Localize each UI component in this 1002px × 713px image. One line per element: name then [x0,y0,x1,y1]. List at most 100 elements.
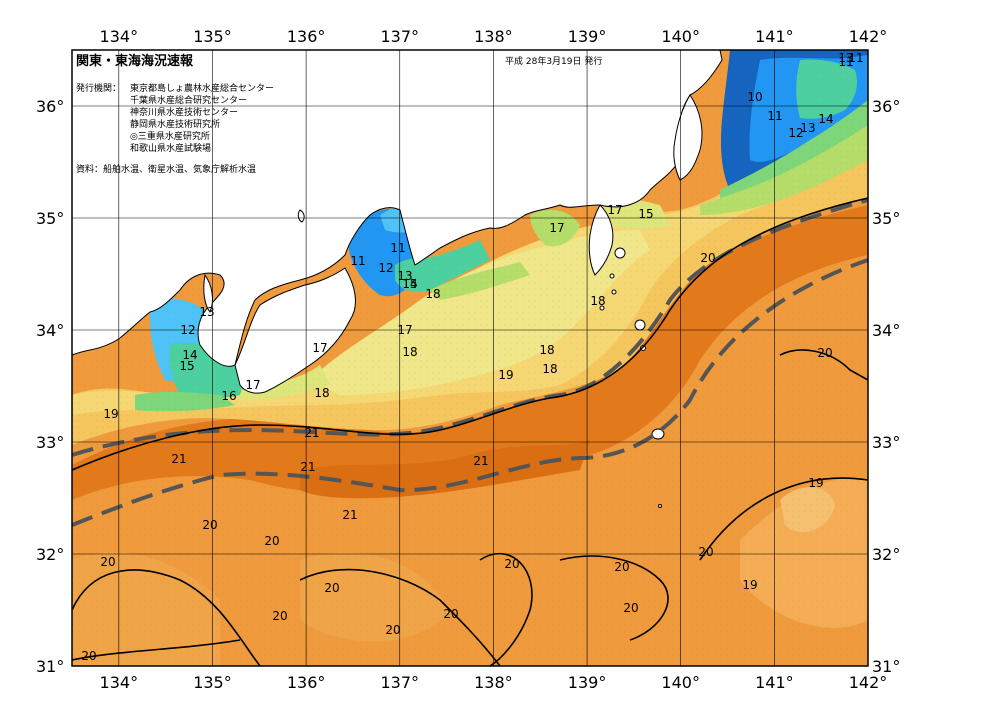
contour-value-label: 20 [817,346,832,360]
lat-label: 34° [872,321,900,340]
contour-value-label: 19 [808,476,823,490]
contour-20-s [299,568,501,666]
contour-value-label: 20 [698,545,713,559]
lat-label: 36° [36,97,64,116]
contour-value-label: 20 [100,555,115,569]
issuer-4: 静岡県水産技術研究所 [130,118,220,130]
contour-value-label: 19 [742,578,757,592]
lat-labels-left: 36° 35° 34° 33° 32° 31° [36,97,64,676]
issuer-6: 和歌山県水産試験場 [130,142,211,154]
lon-label: 140° [661,27,700,46]
lat-label: 35° [36,209,64,228]
contour-value-label: 20 [202,518,217,532]
contour-20-ne [779,349,868,381]
contour-20-bottom [72,639,241,661]
contour-value-label: 13 [397,269,412,283]
lat-label: 35° [872,209,900,228]
issuer-1: 東京都島しょ農林水産総合センター [130,82,274,94]
land [72,50,723,508]
contour-value-label: 18 [539,343,554,357]
contour-21 [72,197,868,471]
kuroshio-south-edge [72,258,868,527]
lon-label: 141° [755,673,794,692]
contour-value-label: 20 [504,557,519,571]
contour-value-label: 15 [402,277,417,291]
contour-value-label: 20 [272,609,287,623]
contour-value-label: 17 [549,221,564,235]
contour-value-label: 11 [848,51,863,65]
lon-label: 136° [287,673,326,692]
lon-label: 136° [287,27,326,46]
lat-label: 36° [872,97,900,116]
map-title: 関東・東海海況速報 [76,53,194,69]
contour-value-label: 17 [312,341,327,355]
lon-label: 137° [380,27,419,46]
sst-field [72,50,868,666]
lon-label: 135° [193,27,232,46]
lon-label: 134° [100,673,139,692]
contour-value-label: 21 [171,452,186,466]
contour-value-label: 20 [700,251,715,265]
contour-20-sw [72,569,261,666]
contour-value-label: 18 [425,287,440,301]
lat-label: 31° [36,657,64,676]
lon-label: 140° [661,673,700,692]
contour-20-e [699,477,868,561]
kuroshio-north-edge [72,198,868,457]
issuer-label: 発行機関： [76,82,121,94]
contour-value-label: 10 [747,90,762,104]
lon-label: 138° [474,673,513,692]
map-frame [71,49,869,667]
contour-value-label: 17 [607,203,622,217]
contour-value-label: 11 [350,254,365,268]
issuer-3: 神奈川県水産技術センター [130,106,238,118]
lon-label: 137° [380,673,419,692]
lon-labels-top: 134° 135° 136° 137° 138° 139° 140° 141° 142° [100,27,888,46]
contour-value-label: 11 [838,55,853,69]
contour-value-label: 12 [180,323,195,337]
contour-value-label: 12 [378,261,393,275]
contour-value-label: 20 [443,607,458,621]
contour-value-label: 17 [245,378,260,392]
data-source: 資料：船舶水温、衛星水温、気象庁解析水温 [76,163,256,175]
issuer-5: ◎三重県水産研究所 [130,130,210,142]
lat-label: 34° [36,321,64,340]
contour-value-label: 12 [788,126,803,140]
lat-labels-right: 36° 35° 34° 33° 32° 31° [872,97,900,676]
contour-value-label: 18 [314,386,329,400]
contour-value-label: 17 [397,323,412,337]
contour-value-label: 19 [103,407,118,421]
contour-value-label: 20 [264,534,279,548]
contour-value-label: 13 [800,121,815,135]
contour-20-se [559,555,669,641]
lat-label: 33° [36,433,64,452]
lat-label: 33° [872,433,900,452]
lat-label: 31° [872,657,900,676]
issuer-2: 千葉県水産総合研究センター [130,94,247,106]
lon-label: 139° [568,27,607,46]
lon-labels-bottom: 134° 135° 136° 137° 138° 139° 140° 141° 142° [100,673,888,692]
lat-label: 32° [36,545,64,564]
contour-value-label: 11 [390,241,405,255]
contour-value-label: 20 [623,601,638,615]
contour-value-label: 19 [498,368,513,382]
contour-value-label: 21 [304,426,319,440]
contour-value-label: 21 [473,454,488,468]
lon-label: 139° [568,673,607,692]
contour-value-label: 14 [182,348,197,362]
lon-label: 135° [193,673,232,692]
issue-date: 平成 28年3月19日 発行 [505,55,602,67]
contour-value-label: 18 [590,294,605,308]
contour-value-label: 15 [638,207,653,221]
lon-label: 142° [849,673,888,692]
contour-value-label: 16 [221,389,236,403]
lon-label: 138° [474,27,513,46]
lon-label: 142° [849,27,888,46]
contour-value-label: 20 [614,560,629,574]
contour-value-label: 21 [342,508,357,522]
contour-value-label: 13 [838,51,853,65]
contour-value-label: 15 [179,359,194,373]
contour-value-label: 18 [542,362,557,376]
